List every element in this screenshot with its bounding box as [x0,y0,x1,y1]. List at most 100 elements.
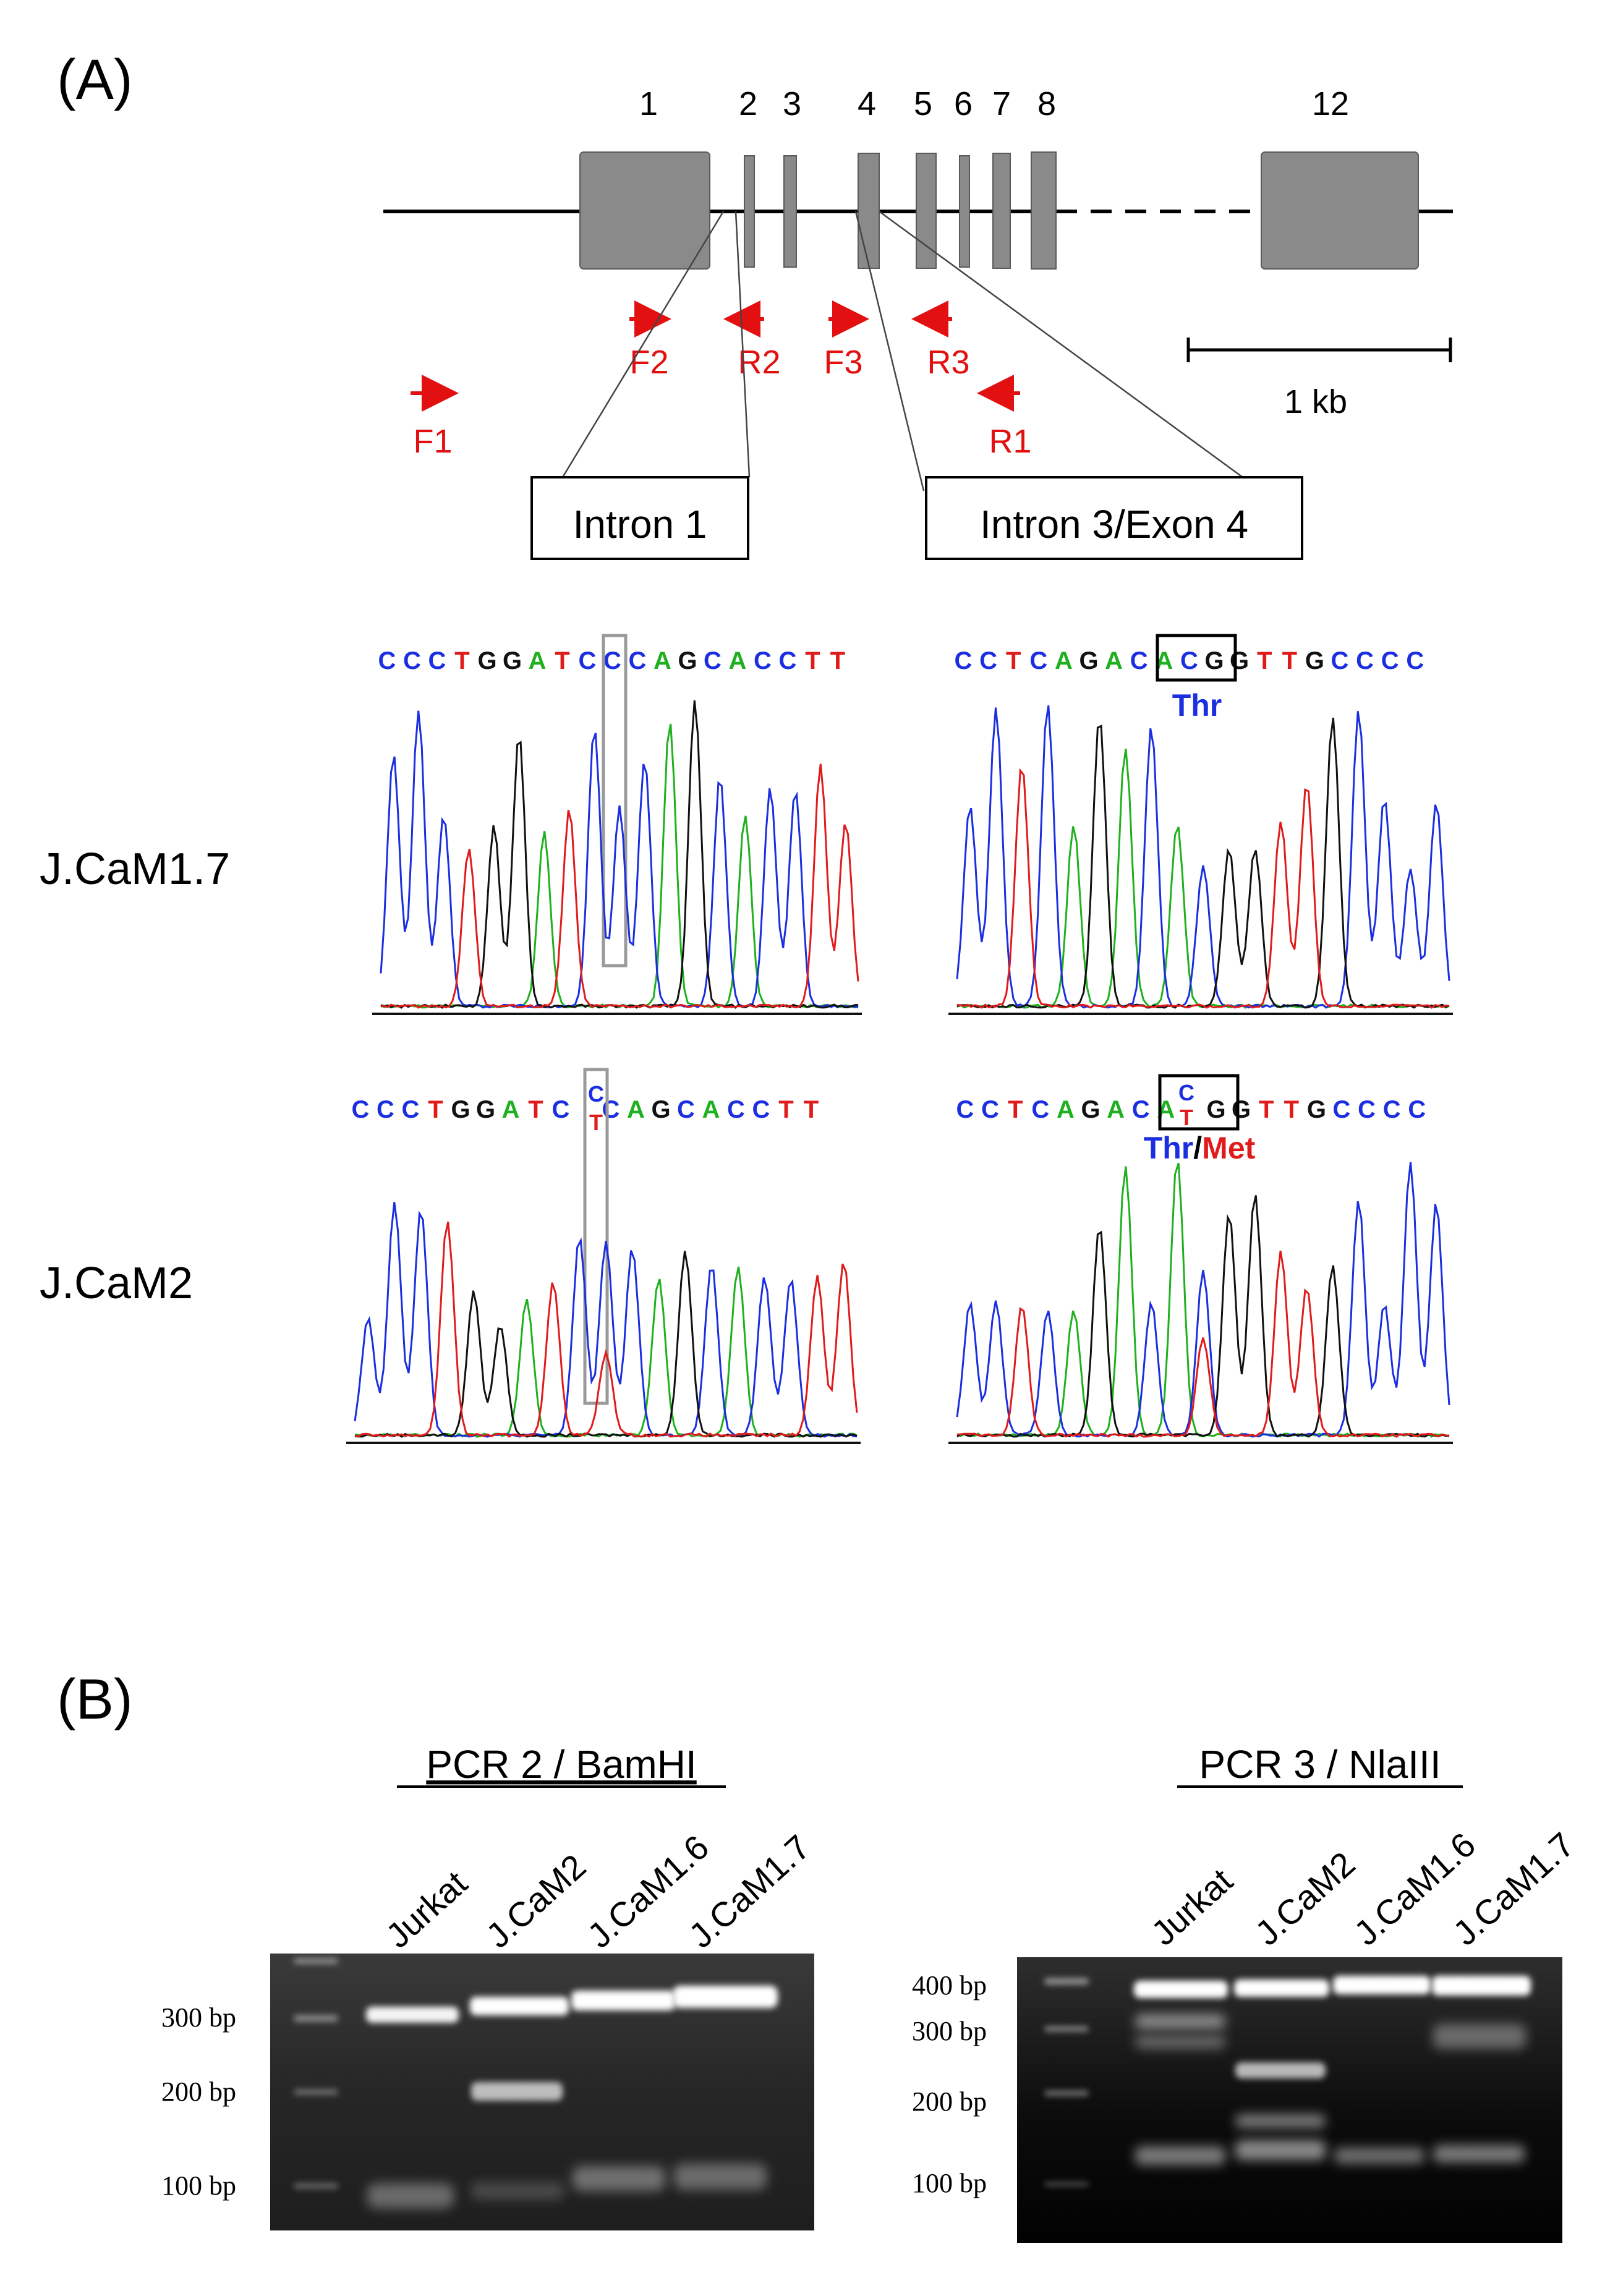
sequence-base: C [403,647,421,674]
intron1-box [530,476,749,560]
sequence-base: C [752,1096,770,1123]
exon-6-box [959,155,970,268]
sequence-base: C [1383,1096,1401,1123]
gel-band [1135,2014,1225,2029]
gel-band [366,2007,459,2023]
ladder-band [1045,2026,1088,2031]
sequence-base: G [1206,1096,1225,1123]
sequence-base: A [1107,1096,1125,1123]
sequence-base: G [1081,1096,1100,1123]
sequence-base: C [1331,647,1349,674]
sequence-base: C [602,1096,620,1123]
trace-line [380,710,859,1009]
gel2-title: PCR 3 / NlaIII [1199,1742,1441,1787]
exon-1-box [579,151,710,270]
exon-number: 5 [914,85,932,122]
sequence-base: G [1305,647,1324,674]
sequence-base: A [529,647,547,674]
exon-number-labels: 1 2 3 4 5 6 7 8 12 [639,85,1349,122]
cell-line-label: J.CaM1.7 [40,844,230,894]
trace-line [354,1222,858,1438]
gel-band [1234,1979,1329,1997]
sequence-base: G [476,1096,495,1123]
gene-structure [383,151,1453,270]
lane-label: Jurkat [1144,1861,1240,1953]
gel-band [1134,1981,1228,1998]
ladder-band [294,2090,338,2094]
gel-band [1135,2146,1225,2165]
chromatogram-exon4-jcam17 [948,705,1453,1015]
trace-line [956,705,1450,1009]
codon-box [1158,1074,1240,1131]
sequence-base: A [1057,1096,1075,1123]
gel-band [367,2183,454,2208]
ladder-band [294,2015,338,2022]
sequence-base: C [1408,1096,1426,1123]
exon-number: 3 [783,85,801,122]
sequence-base: G [1079,647,1098,674]
sequence-base: T [1257,647,1272,674]
het-base-top: C [1178,1080,1194,1105]
sequence-base: T [805,647,820,674]
gel1-bands [294,1958,778,2208]
snp-highlight-box [602,634,628,967]
primer-r1-label: R1 [989,423,1031,460]
sequence-base: G [1307,1096,1326,1123]
exon-8-box [1031,151,1057,270]
sequence-base: G [451,1096,470,1123]
gel-band [674,2164,767,2190]
gel-band [1235,2062,1326,2078]
sequence-base: A [654,647,671,674]
sequence-base: T [778,1096,793,1123]
trace-line [956,1162,1450,1438]
primer-r3-label: R3 [927,344,969,381]
exon-3-box [783,155,797,268]
intron3-exon4-box [925,476,1303,560]
sequence-base: C [1029,647,1047,674]
sequence-base: C [378,647,396,674]
sequence-base: T [1259,1096,1274,1123]
sequence-base: A [502,1096,520,1123]
size-marker: 100 bp [161,2171,236,2201]
sequence-base: C [1356,647,1374,674]
sequence-base: G [678,647,697,674]
gel1-title: PCR 2 / BamHI [426,1742,696,1787]
ladder-band [1045,2182,1088,2186]
ladder-band [294,2183,338,2188]
exon-4-box [858,153,880,269]
sequence-base: C [1031,1096,1049,1123]
primer-f2-label: F2 [629,344,668,381]
scale-bar [1186,338,1452,362]
size-marker: 200 bp [912,2086,987,2117]
sequence-base: C [377,1096,394,1123]
trace-line [380,763,859,1009]
amino-acid-label: Thr [1172,688,1222,723]
sequence-base: T [1282,647,1297,674]
gel-band [573,2166,665,2191]
amino-acid-slash: / [1193,1131,1202,1165]
exon-number: 8 [1037,85,1056,122]
callout-lines [561,210,1243,491]
gel-band [1433,2145,1525,2162]
primer-labels: F1 F2 R2 F3 R3 R1 [413,344,1031,460]
gel-band [1235,2114,1326,2128]
sequence-base: G [651,1096,670,1123]
sequence-base: C [352,1096,370,1123]
codon-box [1156,634,1237,682]
lane-label: J.CaM2 [1248,1844,1363,1953]
sequence-base: C [1333,1096,1351,1123]
gel-band [1235,2140,1326,2160]
panel-a-label: (A) [57,48,133,111]
ladder-band [1045,1978,1088,1984]
het-base-bottom: T [1180,1105,1193,1130]
primer-f3-label: F3 [824,344,862,381]
sequence-base: G [1230,647,1249,674]
intron1-box-label: Intron 1 [573,502,707,546]
exon-number: 2 [739,85,757,122]
gel-band [1334,2148,1424,2164]
gel-band [571,1991,675,2010]
sequence-base: C [727,1096,745,1123]
